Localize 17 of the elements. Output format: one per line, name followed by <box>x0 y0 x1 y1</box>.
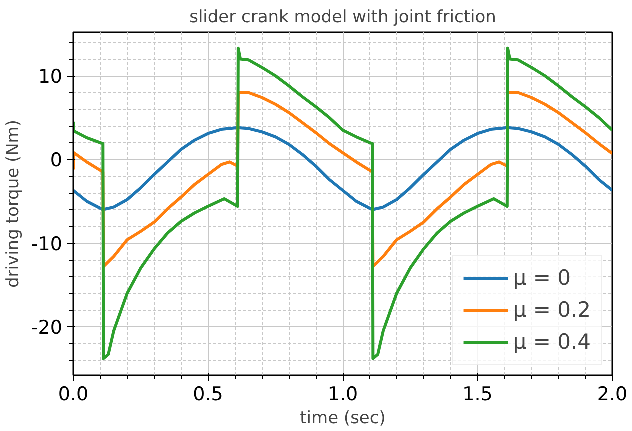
y-tick-label: 10 <box>38 66 63 88</box>
y-tick-label: -20 <box>31 316 63 339</box>
y-tick-label: 0 <box>50 150 63 172</box>
x-tick-label: 0.5 <box>193 384 224 406</box>
x-tick-label: 1.0 <box>328 384 358 406</box>
x-tick-label: 2.0 <box>597 384 628 406</box>
legend-label: μ = 0.4 <box>513 330 591 354</box>
x-axis-title: time (sec) <box>300 408 386 428</box>
chart-title: slider crank model with joint friction <box>190 8 496 28</box>
line-series <box>74 46 612 360</box>
legend-label: μ = 0 <box>513 266 571 290</box>
y-axis-title: driving torque (Nm) <box>3 120 24 288</box>
x-tick-label: 0.0 <box>58 384 89 406</box>
x-tick-label: 1.5 <box>462 384 493 406</box>
line-series <box>74 126 612 212</box>
y-tick-label: -10 <box>31 233 63 256</box>
legend-label: μ = 0.2 <box>513 298 591 322</box>
